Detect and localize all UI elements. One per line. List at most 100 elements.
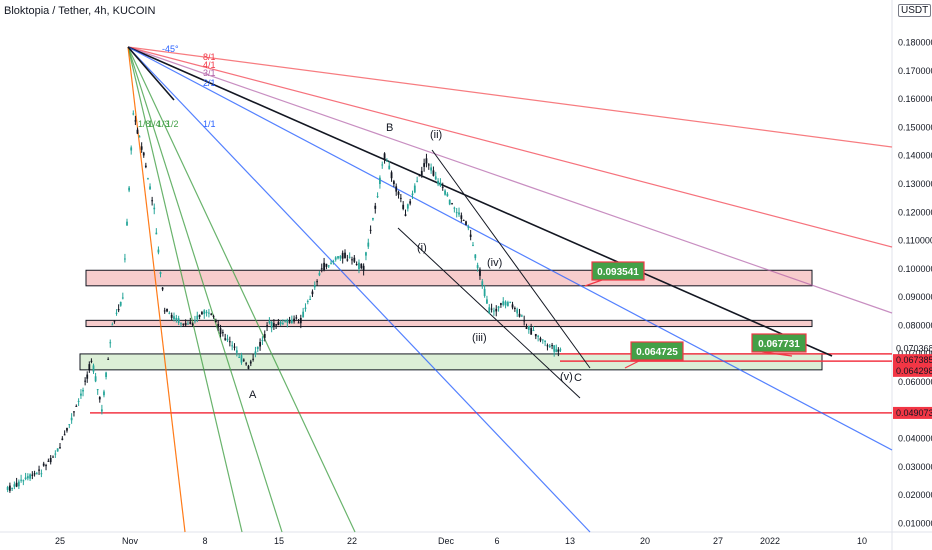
candle-body: [511, 304, 514, 308]
candle-body: [385, 160, 388, 162]
candle-body: [441, 186, 444, 188]
x-axis-tick: 25: [55, 536, 65, 546]
y-axis-tick: 0.110000: [898, 236, 932, 246]
candle-body: [142, 152, 145, 156]
candle-body: [323, 262, 325, 271]
candle-body: [147, 178, 149, 180]
y-axis-tick: 0.130000: [898, 179, 932, 189]
candle-body: [513, 307, 516, 309]
candle-body: [534, 333, 537, 337]
candle-body: [327, 265, 330, 267]
candle-body: [40, 473, 43, 475]
x-axis-tick: 8: [202, 536, 207, 546]
candle-body: [458, 212, 460, 215]
gann-fan-line: [127, 46, 893, 148]
candle-body: [281, 323, 284, 325]
candle-body: [226, 338, 229, 341]
gann-fan-label: 4/1: [203, 60, 216, 70]
candle-body: [460, 215, 463, 219]
candle-body: [383, 153, 386, 160]
candle-body: [88, 364, 91, 370]
candle-body: [100, 409, 103, 412]
candle-body: [277, 322, 280, 326]
candle-body: [425, 158, 428, 164]
candle-body: [45, 465, 47, 467]
candle-body: [63, 434, 66, 436]
candle-body: [546, 345, 549, 347]
candle-body: [8, 485, 11, 491]
candle-body: [52, 456, 54, 458]
y-axis-tick: 0.020000: [898, 490, 932, 500]
candle-body: [240, 355, 243, 363]
gann-fan-line: [127, 46, 591, 533]
candle-body: [82, 389, 84, 392]
price-callout-label: 0.067731: [758, 339, 800, 350]
candle-body: [462, 219, 465, 221]
x-axis-tick: 20: [640, 536, 650, 546]
candle-body: [295, 317, 298, 319]
currency-badge[interactable]: USDT: [898, 4, 932, 17]
candle-body: [47, 460, 50, 462]
candle-body: [483, 288, 486, 296]
candle-body: [155, 232, 158, 235]
candle-body: [242, 359, 245, 361]
candle-body: [509, 301, 512, 303]
candle-body: [208, 312, 210, 314]
candle-body: [286, 319, 289, 323]
candle-body: [254, 351, 257, 355]
candle-body: [157, 249, 160, 253]
candle-body: [235, 350, 238, 353]
candle-body: [113, 320, 116, 322]
gann-fan-line: [127, 46, 243, 533]
support-resistance-zone: [79, 353, 823, 371]
candle-body: [168, 312, 171, 314]
candle-body: [17, 481, 20, 487]
candle-body: [297, 322, 300, 324]
candle-body: [203, 310, 206, 315]
gann-fan-line: [127, 46, 893, 248]
candle-body: [299, 317, 302, 324]
y-axis-tick: 0.180000: [898, 38, 932, 48]
candle-body: [29, 474, 31, 479]
candle-body: [80, 393, 82, 396]
candle-body: [444, 190, 446, 195]
gann-fan-label: 1/4: [148, 119, 161, 129]
candle-body: [284, 320, 287, 322]
candle-body: [54, 453, 57, 455]
y-axis-tick: 0.060000: [898, 377, 932, 387]
candle-body: [351, 259, 353, 261]
candle-body: [13, 484, 16, 487]
candle-body: [115, 312, 118, 314]
x-axis-tick: 15: [274, 536, 284, 546]
candle-body: [381, 164, 384, 166]
candle-body: [201, 312, 203, 315]
candle-body: [263, 334, 266, 338]
candle-body: [388, 165, 391, 170]
candle-body: [337, 256, 339, 259]
candle-body: [270, 321, 273, 329]
candle-body: [502, 301, 505, 305]
x-axis-tick: 6: [494, 536, 499, 546]
candle-body: [221, 332, 224, 334]
price-axis-tag: [893, 364, 932, 377]
y-axis-tick: 0.150000: [898, 122, 932, 132]
candle-body: [313, 284, 316, 288]
candle-body: [437, 180, 439, 185]
x-axis-tick: 22: [347, 536, 357, 546]
candle-body: [210, 313, 213, 315]
candle-body: [175, 317, 178, 321]
candle-body: [182, 323, 185, 325]
candle-body: [395, 186, 398, 192]
price-axis-tag-label: 0.049073: [896, 408, 932, 418]
candle-body: [474, 254, 477, 259]
candle-body: [144, 165, 147, 168]
candle-body: [75, 405, 78, 407]
y-axis-tick: 0.040000: [898, 434, 932, 444]
candle-body: [84, 380, 87, 382]
candle-body: [355, 264, 358, 266]
candle-body: [42, 463, 45, 466]
candle-body: [268, 321, 271, 324]
candle-body: [290, 319, 293, 324]
candle-body: [24, 477, 27, 480]
